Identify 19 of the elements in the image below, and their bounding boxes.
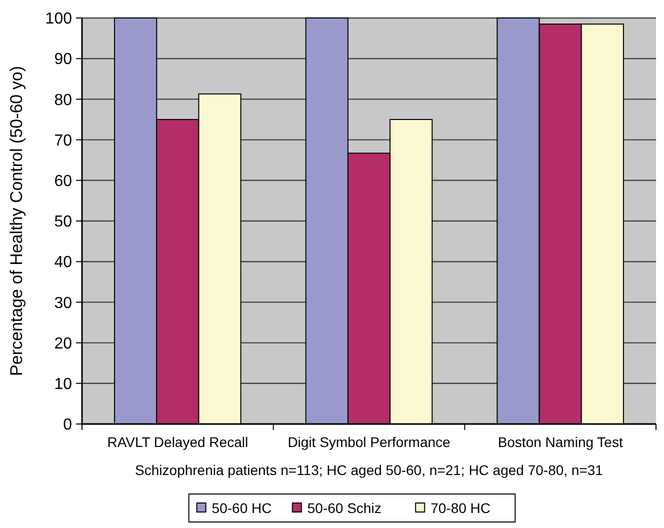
legend-label: 50-60 HC [212, 500, 272, 516]
x-tick-label: Digit Symbol Performance [288, 434, 451, 450]
y-tick-label: 70 [54, 132, 72, 150]
y-tick-label: 50 [54, 214, 72, 231]
x-axis-title: Schizophrenia patients n=113; HC aged 50-60, n=21; HC aged 70-80, n=31 [135, 462, 604, 478]
y-tick-label: 90 [54, 51, 72, 68]
y-tick-label: 100 [45, 10, 72, 28]
y-tick-label: 10 [54, 376, 72, 393]
y-tick-label: 60 [54, 173, 72, 190]
y-tick-label: 0 [63, 416, 72, 434]
x-tick-label: Boston Naming Test [498, 434, 623, 450]
x-tick-label: RAVLT Delayed Recall [107, 434, 248, 450]
y-tick-label: 20 [54, 335, 72, 352]
y-axis-title: Percentage of Healthy Control (50-60 yo) [7, 66, 26, 376]
legend-label: 70-80 HC [430, 500, 491, 516]
legend-label: 50-60 Schiz [307, 500, 382, 516]
y-tick-label: 80 [54, 92, 72, 109]
y-tick-label: 30 [54, 294, 72, 312]
y-tick-label: 40 [54, 254, 72, 272]
